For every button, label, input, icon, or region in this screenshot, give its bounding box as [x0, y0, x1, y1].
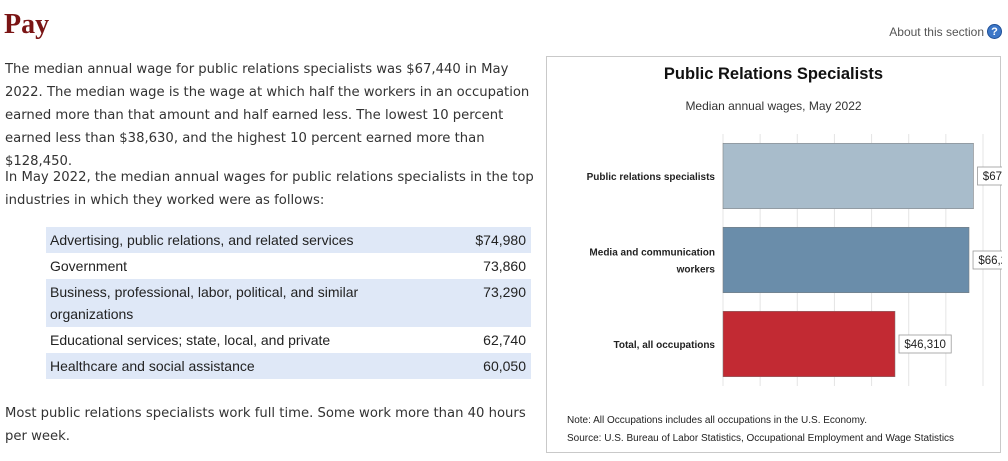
- industry-name: Government: [50, 258, 128, 274]
- industry-wage: 60,050: [483, 358, 526, 374]
- industry-name: Educational services; state, local, and …: [50, 332, 331, 348]
- chart-plot: $67,440 Public relations specialists $66,2…: [587, 134, 1002, 386]
- page-title: Pay: [4, 9, 50, 40]
- industry-wage: 73,860: [483, 258, 526, 274]
- value-label-box: [972, 250, 1002, 270]
- about-section-link[interactable]: About this section ?: [889, 24, 1002, 39]
- value-label-box: [977, 166, 1002, 186]
- industry-wage: $74,980: [475, 232, 526, 248]
- chart-note: Note: All Occupations includes all occup…: [567, 415, 867, 426]
- table-row: Business, professional, labor, political…: [46, 279, 531, 327]
- bar-2: [722, 226, 970, 294]
- industry-name: Advertising, public relations, and relat…: [50, 232, 354, 248]
- value-label: $66,240: [978, 255, 1002, 267]
- median-wage-paragraph: The median annual wage for public relati…: [5, 62, 530, 169]
- value-label: $67,440: [983, 171, 1002, 183]
- value-label-box: [898, 334, 952, 354]
- work-schedule-paragraph: Most public relations specialists work f…: [5, 406, 526, 444]
- category-label: workers: [676, 265, 716, 276]
- industry-wage: 62,740: [483, 332, 526, 348]
- value-label: $46,310: [904, 339, 946, 351]
- about-section-label[interactable]: About this section: [889, 24, 984, 39]
- chart-source: Source: U.S. Bureau of Labor Statistics,…: [567, 433, 955, 444]
- industry-name: Business, professional, labor, political…: [50, 284, 359, 322]
- help-icon[interactable]: ?: [987, 24, 1002, 39]
- table-row: Government 73,860: [46, 253, 531, 279]
- bar-1: [722, 142, 974, 210]
- industry-name: Healthcare and social assistance: [50, 358, 255, 374]
- wage-chart: Public Relations Specialists Median annu…: [546, 56, 1002, 453]
- chart-subtitle: Median annual wages, May 2022: [685, 99, 862, 113]
- industry-wage: 73,290: [483, 284, 526, 300]
- industries-intro-paragraph: In May 2022, the median annual wages for…: [5, 170, 534, 208]
- table-row: Educational services; state, local, and …: [46, 327, 531, 353]
- table-row: Advertising, public relations, and relat…: [46, 227, 531, 253]
- category-label: Public relations specialists: [587, 172, 716, 183]
- table-row: Healthcare and social assistance 60,050: [46, 353, 531, 379]
- industry-wage-table: Advertising, public relations, and relat…: [46, 227, 531, 379]
- category-label: Total, all occupations: [614, 340, 716, 351]
- category-label: Media and communication: [589, 248, 715, 259]
- chart-title: Public Relations Specialists: [663, 65, 884, 83]
- bar-3: [722, 310, 896, 378]
